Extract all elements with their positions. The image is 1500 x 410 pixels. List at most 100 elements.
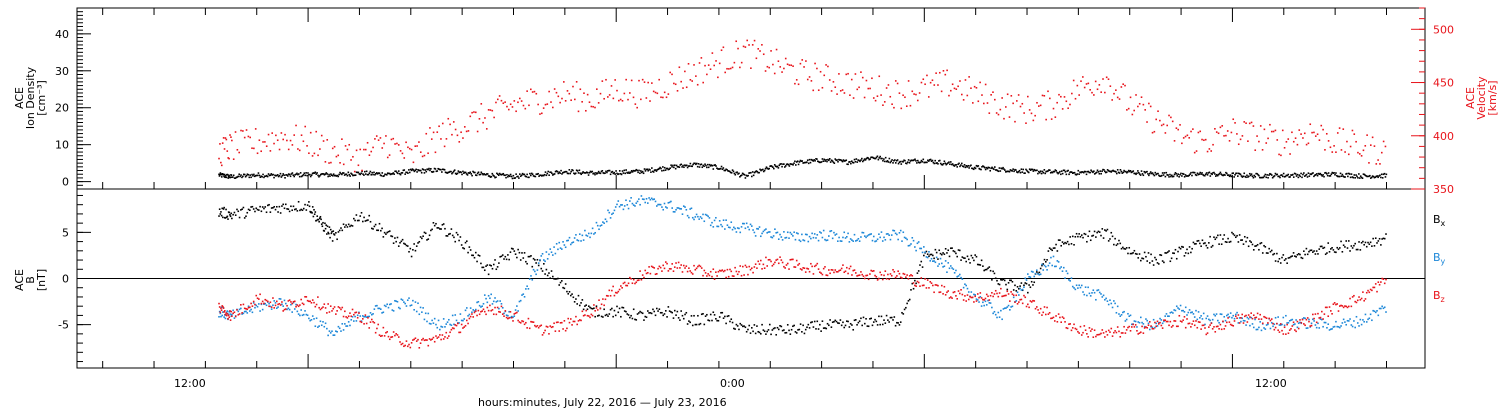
by-point xyxy=(1211,318,1214,321)
bx-point xyxy=(299,209,301,212)
by-point xyxy=(1010,306,1012,308)
density-point xyxy=(1188,174,1191,177)
velocity-point xyxy=(1382,140,1385,143)
by-point xyxy=(1236,311,1238,314)
bz-point xyxy=(1100,332,1102,335)
velocity-point xyxy=(418,141,420,143)
density-point xyxy=(655,170,658,172)
velocity-point xyxy=(1248,122,1251,125)
velocity-point xyxy=(630,79,633,82)
bz-point xyxy=(1003,294,1006,297)
bx-point xyxy=(988,266,991,268)
density-point xyxy=(265,174,268,177)
density-point xyxy=(1379,174,1381,177)
bx-point xyxy=(951,247,953,249)
bz-point xyxy=(817,268,820,270)
velocity-point xyxy=(702,81,704,84)
velocity-point xyxy=(649,100,651,102)
by-point xyxy=(534,270,536,273)
bx-point xyxy=(436,227,439,229)
density-point xyxy=(1208,171,1211,174)
bx-point xyxy=(517,248,519,251)
bx-point xyxy=(1046,259,1048,261)
velocity-point xyxy=(667,93,670,95)
density-point xyxy=(570,170,572,173)
velocity-point xyxy=(552,106,554,109)
density-point xyxy=(961,165,964,167)
bz-point xyxy=(472,316,475,318)
bx-point xyxy=(726,315,729,318)
density-point xyxy=(504,174,506,177)
density-point xyxy=(451,172,453,175)
density-point xyxy=(1308,175,1311,177)
bx-point xyxy=(1119,242,1122,245)
bz-point xyxy=(269,301,272,304)
bz-point xyxy=(623,281,626,284)
bx-point xyxy=(284,203,287,206)
bx-point xyxy=(693,314,695,317)
velocity-point xyxy=(1243,121,1246,123)
density-point xyxy=(288,173,291,176)
density-point xyxy=(1222,174,1224,177)
density-point xyxy=(441,171,443,173)
density-point xyxy=(540,174,542,177)
density-point xyxy=(708,163,711,166)
bx-point xyxy=(218,215,220,217)
bx-point xyxy=(451,234,454,237)
by-point xyxy=(1264,328,1267,330)
density-point xyxy=(883,160,886,163)
bx-point xyxy=(1206,247,1209,249)
density-point xyxy=(1185,175,1188,177)
bz-point xyxy=(1360,297,1363,300)
density-point xyxy=(1165,171,1168,174)
by-point xyxy=(1195,309,1197,312)
bx-point xyxy=(634,318,636,321)
bx-point xyxy=(1260,242,1263,244)
density-point xyxy=(1172,175,1175,178)
by-point xyxy=(1092,289,1095,291)
density-point xyxy=(802,162,804,164)
by-point xyxy=(541,253,544,255)
density-point xyxy=(276,174,279,176)
by-point xyxy=(766,231,769,234)
bz-point xyxy=(1206,332,1209,334)
bz-point xyxy=(1358,296,1360,298)
density-point xyxy=(531,173,534,176)
bz-point xyxy=(883,274,885,277)
by-point xyxy=(1019,287,1021,290)
by-point xyxy=(994,313,997,316)
bz-point xyxy=(784,267,786,269)
density-point xyxy=(951,163,954,165)
bz-point xyxy=(510,316,513,319)
bx-point xyxy=(238,216,241,219)
bz-point xyxy=(286,304,288,307)
density-point xyxy=(585,171,588,173)
velocity-point xyxy=(570,99,572,102)
density-point xyxy=(309,175,312,178)
by-point xyxy=(640,195,643,197)
bz-point xyxy=(370,318,373,321)
density-point xyxy=(854,160,857,163)
velocity-point xyxy=(772,63,774,66)
density-point xyxy=(1170,175,1172,178)
density-point xyxy=(1285,174,1288,177)
density-point xyxy=(544,171,547,173)
velocity-point xyxy=(689,78,692,81)
density-point xyxy=(278,174,281,177)
density-point xyxy=(1057,172,1059,175)
bx-point xyxy=(246,211,249,214)
by-point xyxy=(1023,286,1025,288)
bx-point xyxy=(969,262,971,264)
density-point xyxy=(910,159,913,162)
velocity-point xyxy=(994,98,996,101)
density-point xyxy=(1027,170,1029,173)
density-point xyxy=(1213,171,1215,174)
bz-point xyxy=(367,316,369,319)
density-point xyxy=(1227,174,1230,176)
bz-point xyxy=(1105,330,1107,333)
density-point xyxy=(360,172,362,175)
by-point xyxy=(807,240,810,243)
by-point xyxy=(557,248,559,251)
bx-point xyxy=(804,328,807,331)
velocity-point xyxy=(575,81,578,83)
